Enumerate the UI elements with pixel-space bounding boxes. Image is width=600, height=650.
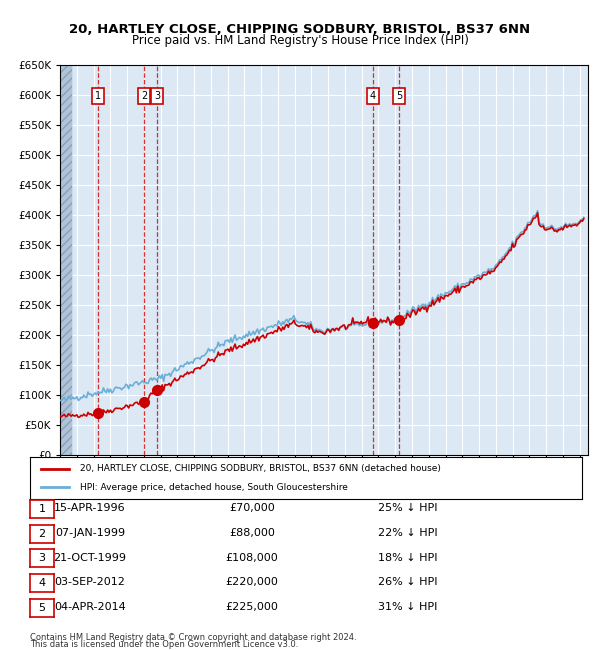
Text: 4: 4 [38, 578, 46, 588]
Text: £88,000: £88,000 [229, 528, 275, 538]
Text: 21-OCT-1999: 21-OCT-1999 [53, 552, 127, 563]
20, HARTLEY CLOSE, CHIPPING SODBURY, BRISTOL, BS37 6NN (detached house) [534, 209, 541, 216]
HPI: Average price, detached house, South Gloucestershire: (1.99e+03, 9.01e+04): Average price, detached house, South Glo… [58, 397, 65, 405]
HPI: Average price, detached house, South Gloucestershire: (2.01e+03, 2.23e+05): Average price, detached house, South Glo… [371, 317, 379, 325]
HPI: Average price, detached house, South Gloucestershire: (2e+03, 1.87e+05): Average price, detached house, South Glo… [226, 339, 233, 346]
Text: 15-APR-1996: 15-APR-1996 [54, 503, 126, 514]
Text: 3: 3 [38, 553, 46, 564]
Text: 18% ↓ HPI: 18% ↓ HPI [378, 552, 438, 563]
20, HARTLEY CLOSE, CHIPPING SODBURY, BRISTOL, BS37 6NN (detached house) [74, 413, 82, 421]
Text: 4: 4 [370, 91, 376, 101]
Text: 25% ↓ HPI: 25% ↓ HPI [378, 503, 438, 514]
Text: 3: 3 [154, 91, 160, 101]
Text: 22% ↓ HPI: 22% ↓ HPI [378, 528, 438, 538]
Text: 20, HARTLEY CLOSE, CHIPPING SODBURY, BRISTOL, BS37 6NN (detached house): 20, HARTLEY CLOSE, CHIPPING SODBURY, BRI… [80, 464, 440, 473]
Text: 26% ↓ HPI: 26% ↓ HPI [378, 577, 438, 588]
HPI: Average price, detached house, South Gloucestershire: (1.99e+03, 9.15e+04): Average price, detached house, South Glo… [56, 396, 64, 404]
HPI: Average price, detached house, South Gloucestershire: (2.02e+03, 4.07e+05): Average price, detached house, South Glo… [534, 207, 541, 215]
Text: £220,000: £220,000 [226, 577, 278, 588]
HPI: Average price, detached house, South Gloucestershire: (2e+03, 1.54e+05): Average price, detached house, South Glo… [187, 359, 194, 367]
Bar [60, 65, 72, 455]
Text: 1: 1 [95, 91, 101, 101]
Line: HPI: Average price, detached house, South Gloucestershire: HPI: Average price, detached house, Sout… [60, 211, 584, 401]
Line: 20, HARTLEY CLOSE, CHIPPING SODBURY, BRISTOL, BS37 6NN (detached house): 20, HARTLEY CLOSE, CHIPPING SODBURY, BRI… [60, 213, 584, 417]
HPI: Average price, detached house, South Gloucestershire: (2.01e+03, 2.05e+05): Average price, detached house, South Glo… [320, 328, 327, 336]
20, HARTLEY CLOSE, CHIPPING SODBURY, BRISTOL, BS37 6NN (detached house) [237, 343, 244, 350]
20, HARTLEY CLOSE, CHIPPING SODBURY, BRISTOL, BS37 6NN (detached house) [226, 348, 233, 356]
20, HARTLEY CLOSE, CHIPPING SODBURY, BRISTOL, BS37 6NN (detached house) [187, 369, 194, 376]
Text: This data is licensed under the Open Government Licence v3.0.: This data is licensed under the Open Gov… [30, 640, 298, 649]
Text: 5: 5 [397, 91, 403, 101]
Text: Price paid vs. HM Land Registry's House Price Index (HPI): Price paid vs. HM Land Registry's House … [131, 34, 469, 47]
Text: HPI: Average price, detached house, South Gloucestershire: HPI: Average price, detached house, Sout… [80, 483, 347, 492]
20, HARTLEY CLOSE, CHIPPING SODBURY, BRISTOL, BS37 6NN (detached house) [371, 314, 379, 322]
Bar [60, 65, 72, 455]
Text: 07-JAN-1999: 07-JAN-1999 [55, 528, 125, 538]
20, HARTLEY CLOSE, CHIPPING SODBURY, BRISTOL, BS37 6NN (detached house) [580, 214, 587, 222]
Text: 03-SEP-2012: 03-SEP-2012 [55, 577, 125, 588]
Text: £70,000: £70,000 [229, 503, 275, 514]
Text: £108,000: £108,000 [226, 552, 278, 563]
Text: 5: 5 [38, 603, 46, 613]
Text: 2: 2 [38, 528, 46, 539]
Text: 04-APR-2014: 04-APR-2014 [54, 602, 126, 612]
20, HARTLEY CLOSE, CHIPPING SODBURY, BRISTOL, BS37 6NN (detached house) [56, 412, 64, 420]
Text: Contains HM Land Registry data © Crown copyright and database right 2024.: Contains HM Land Registry data © Crown c… [30, 633, 356, 642]
20, HARTLEY CLOSE, CHIPPING SODBURY, BRISTOL, BS37 6NN (detached house) [562, 221, 569, 229]
Text: 31% ↓ HPI: 31% ↓ HPI [379, 602, 437, 612]
Text: 20, HARTLEY CLOSE, CHIPPING SODBURY, BRISTOL, BS37 6NN: 20, HARTLEY CLOSE, CHIPPING SODBURY, BRI… [70, 23, 530, 36]
Text: 1: 1 [38, 504, 46, 514]
HPI: Average price, detached house, South Gloucestershire: (2.03e+03, 3.96e+05): Average price, detached house, South Glo… [580, 213, 587, 221]
HPI: Average price, detached house, South Gloucestershire: (2e+03, 1.95e+05): Average price, detached house, South Glo… [237, 334, 244, 342]
HPI: Average price, detached house, South Gloucestershire: (2.02e+03, 3.86e+05): Average price, detached house, South Glo… [562, 220, 569, 228]
Text: £225,000: £225,000 [226, 602, 278, 612]
20, HARTLEY CLOSE, CHIPPING SODBURY, BRISTOL, BS37 6NN (detached house) [320, 330, 327, 337]
Text: 2: 2 [141, 91, 147, 101]
